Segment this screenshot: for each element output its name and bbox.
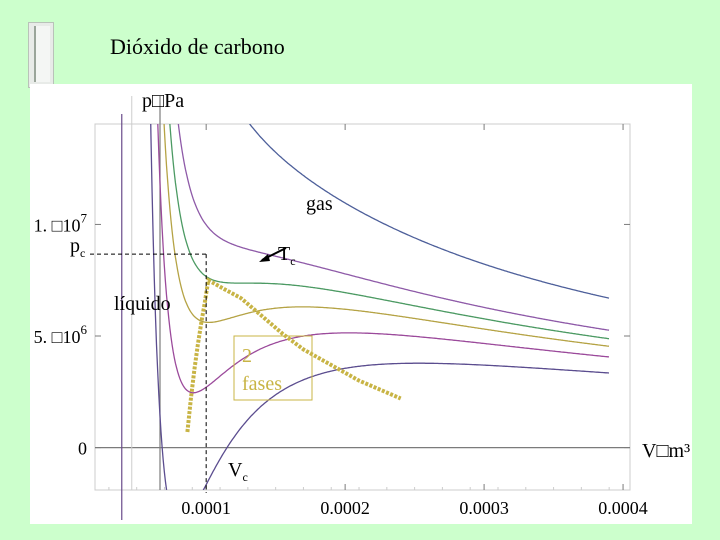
x-tick-label: 0.0002: [320, 498, 370, 518]
y-tick-label: 1. □107: [34, 210, 88, 235]
y-tick-label: 5. □106: [34, 322, 88, 347]
tc-arrowhead: [259, 254, 270, 262]
y-axis-label: p□Pa: [142, 90, 184, 112]
two-phase-dome-line: [185, 277, 402, 433]
two-phase-dome: [185, 277, 402, 433]
ticks: 0.0001 0.0002 0.0003 0.0004 0 5. □106 1. □107: [34, 124, 648, 518]
isotherm-chart: p□Pa V□m³ 0.0001 0.0002 0.0003 0.0004 0 5. □10…: [34, 90, 690, 520]
tc-label: Tc: [278, 243, 296, 268]
isotherm-line: [157, 124, 610, 394]
pc-label: pc: [70, 235, 85, 260]
two-phase-box: [233, 335, 313, 401]
decorative-bar-inner: [34, 26, 50, 82]
two-phase-label-line2: fases: [242, 373, 282, 395]
x-tick-label: 0.0004: [598, 498, 648, 518]
gas-label: gas: [306, 193, 333, 215]
isotherm-line: [177, 124, 610, 331]
axes: p□Pa V□m³: [95, 90, 690, 520]
isotherm-line: [248, 124, 610, 299]
isotherm-curves: [150, 124, 610, 490]
two-phase-label-line1: 2: [242, 345, 252, 367]
liquid-label: líquido: [114, 293, 171, 315]
plot-frame: [94, 123, 631, 491]
y-tick-label: 0: [78, 439, 87, 459]
isotherm-line: [163, 124, 610, 347]
plot-panel: p□Pa V□m³ 0.0001 0.0002 0.0003 0.0004 0 5. □10…: [30, 84, 692, 524]
isotherm-line: [169, 124, 610, 340]
x-tick-label: 0.0001: [181, 498, 231, 518]
slide-title: Dióxido de carbono: [110, 34, 285, 59]
x-tick-label: 0.0003: [459, 498, 509, 518]
x-axis-label: V□m³: [642, 440, 690, 462]
plot-frame-rect: [94, 123, 631, 491]
annotations: gas líquido pc Tc Vc 2 fases: [70, 193, 333, 493]
isotherm-line: [150, 124, 610, 490]
vc-label: Vc: [228, 459, 248, 484]
